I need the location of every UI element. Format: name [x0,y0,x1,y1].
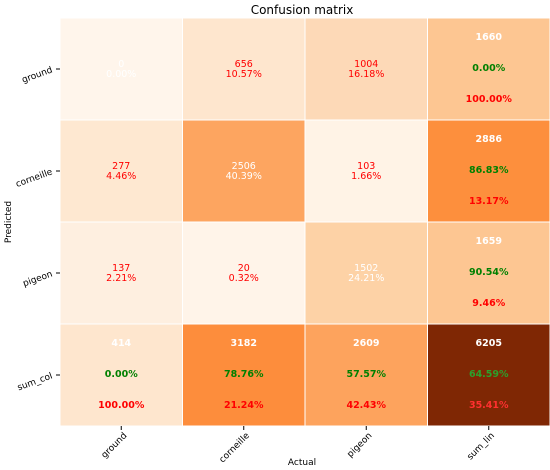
cell-accuracy-label: 86.83% [469,165,509,176]
heatmap-cell [59,323,183,427]
heatmap-cell [304,323,428,427]
cell-percent-label: 24.21% [348,273,384,284]
heatmap-cell [59,119,183,223]
cell-total-label: 2886 [476,134,503,145]
cell-error-label: 13.17% [469,196,509,207]
heatmap-cell [182,17,306,121]
cell-count-label: 2506 [232,161,256,172]
heatmap-cell [427,323,550,427]
heatmap-cell [59,17,183,121]
cell-total-label: 2609 [353,338,379,349]
cell-total-label: 414 [111,338,131,349]
cell-total-label: 1660 [476,32,503,43]
y-tick-label: corneille [15,167,55,190]
cell-accuracy-label: 57.57% [346,369,386,380]
cell-percent-label: 2.21% [106,273,136,284]
cell-percent-label: 0.32% [229,273,259,284]
heatmap-cell [427,17,550,121]
x-tick-label: pigeon [346,431,375,460]
cell-count-label: 277 [112,161,130,172]
y-tick-label: sum_col [16,371,54,393]
cell-count-label: 1004 [354,59,378,70]
cell-count-label: 137 [112,263,130,274]
cell-total-label: 6205 [476,338,502,349]
y-axis-label: Predicted [4,201,14,243]
cell-count-label: 20 [238,263,250,274]
cell-count-label: 656 [235,59,253,70]
heatmap-cell [182,119,306,223]
y-tick-label: pigeon [22,269,54,289]
cell-accuracy-label: 0.00% [472,63,505,74]
cell-count-label: 103 [357,161,375,172]
cell-labels: 00.00%65610.57%100416.18%16600.00%100.00… [98,32,512,411]
x-tick-label: corneille [218,431,252,465]
cell-count-label: 0 [118,59,124,70]
cell-accuracy-label: 90.54% [469,267,509,278]
cell-percent-label: 0.00% [106,69,136,80]
cell-accuracy-label: 0.00% [105,369,138,380]
chart-title: Confusion matrix [251,3,354,17]
heatmap-cell [304,119,428,223]
x-axis-label: Actual [288,458,316,468]
heatmap-cell [427,221,550,325]
heatmap-cell [59,221,183,325]
cell-error-label: 100.00% [466,94,513,105]
cell-percent-label: 10.57% [226,69,262,80]
cell-error-label: 42.43% [346,400,386,411]
heatmap-cell [182,323,306,427]
cell-percent-label: 1.66% [351,171,381,182]
heatmap-cell [427,119,550,223]
cell-error-label: 100.00% [98,400,145,411]
y-tick-label: ground [21,65,54,85]
cell-count-label: 1502 [354,263,378,274]
heatmap-cells [59,17,550,427]
cell-error-label: 21.24% [224,400,264,411]
cell-accuracy-label: 64.59% [469,369,509,380]
cell-percent-label: 16.18% [348,69,384,80]
cell-accuracy-label: 78.76% [224,369,264,380]
cell-error-label: 35.41% [469,400,509,411]
cell-percent-label: 40.39% [226,171,262,182]
heatmap-cell [182,221,306,325]
cell-total-label: 1659 [476,236,502,247]
heatmap-cell [304,17,428,121]
x-tick-label: ground [100,431,130,461]
cell-error-label: 9.46% [472,298,505,309]
cell-percent-label: 4.46% [106,171,136,182]
cell-total-label: 3182 [231,338,257,349]
x-tick-label: sum_lin [465,431,496,462]
